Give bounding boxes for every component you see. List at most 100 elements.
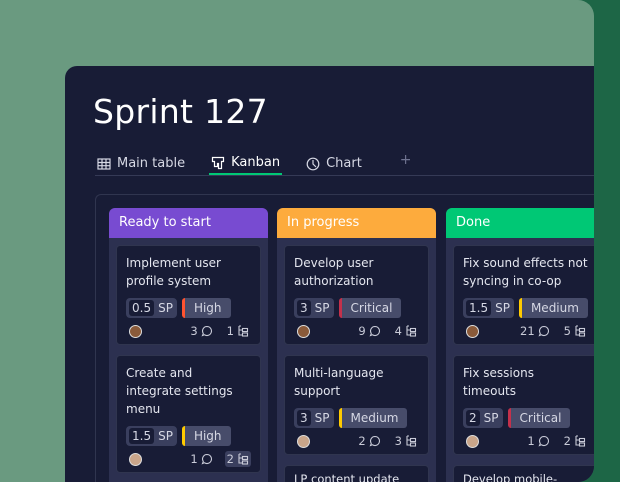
story-points-badge: 2 SP bbox=[463, 408, 503, 428]
avatar[interactable] bbox=[466, 434, 479, 448]
subitems-icon bbox=[238, 453, 249, 465]
story-points-value: 2 bbox=[466, 410, 480, 426]
comment-icon bbox=[538, 325, 549, 337]
comment-icon bbox=[369, 325, 380, 337]
comment-icon bbox=[201, 325, 212, 337]
subitems-value: 1 bbox=[226, 324, 234, 338]
story-points-badge: 0.5 SP bbox=[126, 298, 177, 318]
card-title: LP content update bbox=[294, 472, 400, 482]
comments-value: 1 bbox=[527, 434, 535, 448]
column-header[interactable]: Ready to start bbox=[109, 208, 268, 238]
table-icon bbox=[97, 157, 111, 170]
view-tabs: Main table Kanban Chart + bbox=[95, 152, 594, 176]
sp-label: SP bbox=[495, 301, 510, 315]
subitems-count[interactable]: 3 bbox=[393, 433, 419, 449]
card-title: Develop mobile-friendly interfaces bbox=[463, 472, 558, 482]
comments-value: 21 bbox=[520, 324, 535, 338]
task-card[interactable]: LP content update bbox=[284, 465, 429, 482]
priority-badge[interactable]: High bbox=[181, 426, 231, 446]
priority-badge[interactable]: Medium bbox=[338, 408, 408, 428]
sp-label: SP bbox=[158, 301, 173, 315]
comments-count[interactable]: 9 bbox=[356, 323, 382, 339]
story-points-badge: 1.5 SP bbox=[463, 298, 514, 318]
subitems-icon bbox=[575, 325, 586, 337]
task-card[interactable]: Multi-language support 3 SP Medium 2 3 bbox=[284, 355, 429, 455]
column-header[interactable]: Done bbox=[446, 208, 594, 238]
comments-value: 2 bbox=[358, 434, 366, 448]
comments-value: 9 bbox=[358, 324, 366, 338]
story-points-value: 3 bbox=[297, 410, 311, 426]
add-view-button[interactable]: + bbox=[399, 152, 412, 168]
column-0: Ready to start Implement user profile sys… bbox=[109, 208, 268, 482]
tab-kanban[interactable]: Kanban bbox=[209, 152, 283, 175]
comments-count[interactable]: 2 bbox=[356, 433, 382, 449]
tab-label: Kanban bbox=[231, 155, 281, 170]
tab-main-table[interactable]: Main table bbox=[95, 152, 187, 175]
subitems-count[interactable]: 4 bbox=[393, 323, 419, 339]
task-card[interactable]: Develop mobile-friendly interfaces bbox=[453, 465, 594, 482]
comment-icon bbox=[538, 435, 549, 447]
app-window: Sprint 127 Main table Kanban Chart + Rea… bbox=[65, 66, 594, 482]
avatar[interactable] bbox=[129, 324, 142, 338]
tab-label: Main table bbox=[117, 156, 186, 171]
priority-badge[interactable]: Critical bbox=[507, 408, 571, 428]
subitems-count[interactable]: 1 bbox=[225, 323, 251, 339]
card-title: Develop user authorization bbox=[294, 256, 374, 288]
priority-badge[interactable]: High bbox=[181, 298, 231, 318]
card-title: Implement user profile system bbox=[126, 256, 221, 288]
tab-label: Chart bbox=[326, 156, 362, 171]
story-points-value: 3 bbox=[297, 300, 311, 316]
subitems-count[interactable]: 2 bbox=[562, 433, 588, 449]
comments-value: 3 bbox=[190, 324, 198, 338]
subitems-count[interactable]: 2 bbox=[224, 451, 251, 467]
comments-count[interactable]: 21 bbox=[518, 323, 552, 339]
priority-badge[interactable]: Critical bbox=[338, 298, 402, 318]
subitems-value: 5 bbox=[563, 324, 571, 338]
avatar[interactable] bbox=[129, 452, 142, 466]
subitems-icon bbox=[575, 435, 586, 447]
column-1: In progress Develop user authorization 3 SP… bbox=[277, 208, 436, 482]
subitems-count[interactable]: 5 bbox=[562, 323, 588, 339]
card-title: Fix sessions timeouts bbox=[463, 366, 534, 398]
subitems-icon bbox=[406, 325, 417, 337]
comments-count[interactable]: 1 bbox=[188, 451, 214, 467]
page-title: Sprint 127 bbox=[93, 92, 268, 131]
comment-icon bbox=[369, 435, 380, 447]
story-points-badge: 3 SP bbox=[294, 298, 334, 318]
story-points-value: 1.5 bbox=[129, 428, 155, 444]
sp-label: SP bbox=[314, 301, 330, 315]
avatar[interactable] bbox=[466, 324, 479, 338]
subitems-value: 4 bbox=[394, 324, 402, 338]
comments-count[interactable]: 1 bbox=[525, 433, 551, 449]
story-points-value: 1.5 bbox=[466, 300, 492, 316]
avatar[interactable] bbox=[297, 434, 310, 448]
priority-badge[interactable]: Medium bbox=[518, 298, 588, 318]
task-card[interactable]: Implement user profile system 0.5 SP High … bbox=[116, 245, 261, 345]
task-card[interactable]: Develop user authorization 3 SP Critical 9… bbox=[284, 245, 429, 345]
card-title: Fix sound effects not syncing in co-op bbox=[463, 256, 588, 288]
subitems-icon bbox=[406, 435, 417, 447]
kanban-board: Ready to start Implement user profile sys… bbox=[95, 194, 594, 482]
comments-count[interactable]: 3 bbox=[188, 323, 214, 339]
card-title: Create and integrate settings menu bbox=[126, 366, 233, 416]
comment-icon bbox=[201, 453, 212, 465]
task-card[interactable]: Fix sound effects not syncing in co-op 1.… bbox=[453, 245, 594, 345]
sp-label: SP bbox=[158, 429, 173, 443]
subitems-value: 2 bbox=[563, 434, 571, 448]
subitems-icon bbox=[238, 325, 249, 337]
task-card[interactable]: Create and integrate settings menu 1.5 SP … bbox=[116, 355, 261, 473]
sp-label: SP bbox=[483, 411, 499, 425]
background-panel: Sprint 127 Main table Kanban Chart + Rea… bbox=[0, 0, 594, 482]
story-points-badge: 3 SP bbox=[294, 408, 334, 428]
clock-chart-icon bbox=[306, 157, 320, 170]
subitems-value: 2 bbox=[226, 452, 234, 466]
task-card[interactable]: Fix sessions timeouts 2 SP Critical 1 2 bbox=[453, 355, 594, 455]
tab-chart[interactable]: Chart bbox=[304, 152, 364, 175]
card-title: Multi-language support bbox=[294, 366, 384, 398]
column-header[interactable]: In progress bbox=[277, 208, 436, 238]
comments-value: 1 bbox=[190, 452, 198, 466]
avatar[interactable] bbox=[297, 324, 310, 338]
story-points-value: 0.5 bbox=[129, 300, 155, 316]
story-points-badge: 1.5 SP bbox=[126, 426, 177, 446]
column-2: Done Fix sound effects not syncing in co-… bbox=[446, 208, 594, 482]
